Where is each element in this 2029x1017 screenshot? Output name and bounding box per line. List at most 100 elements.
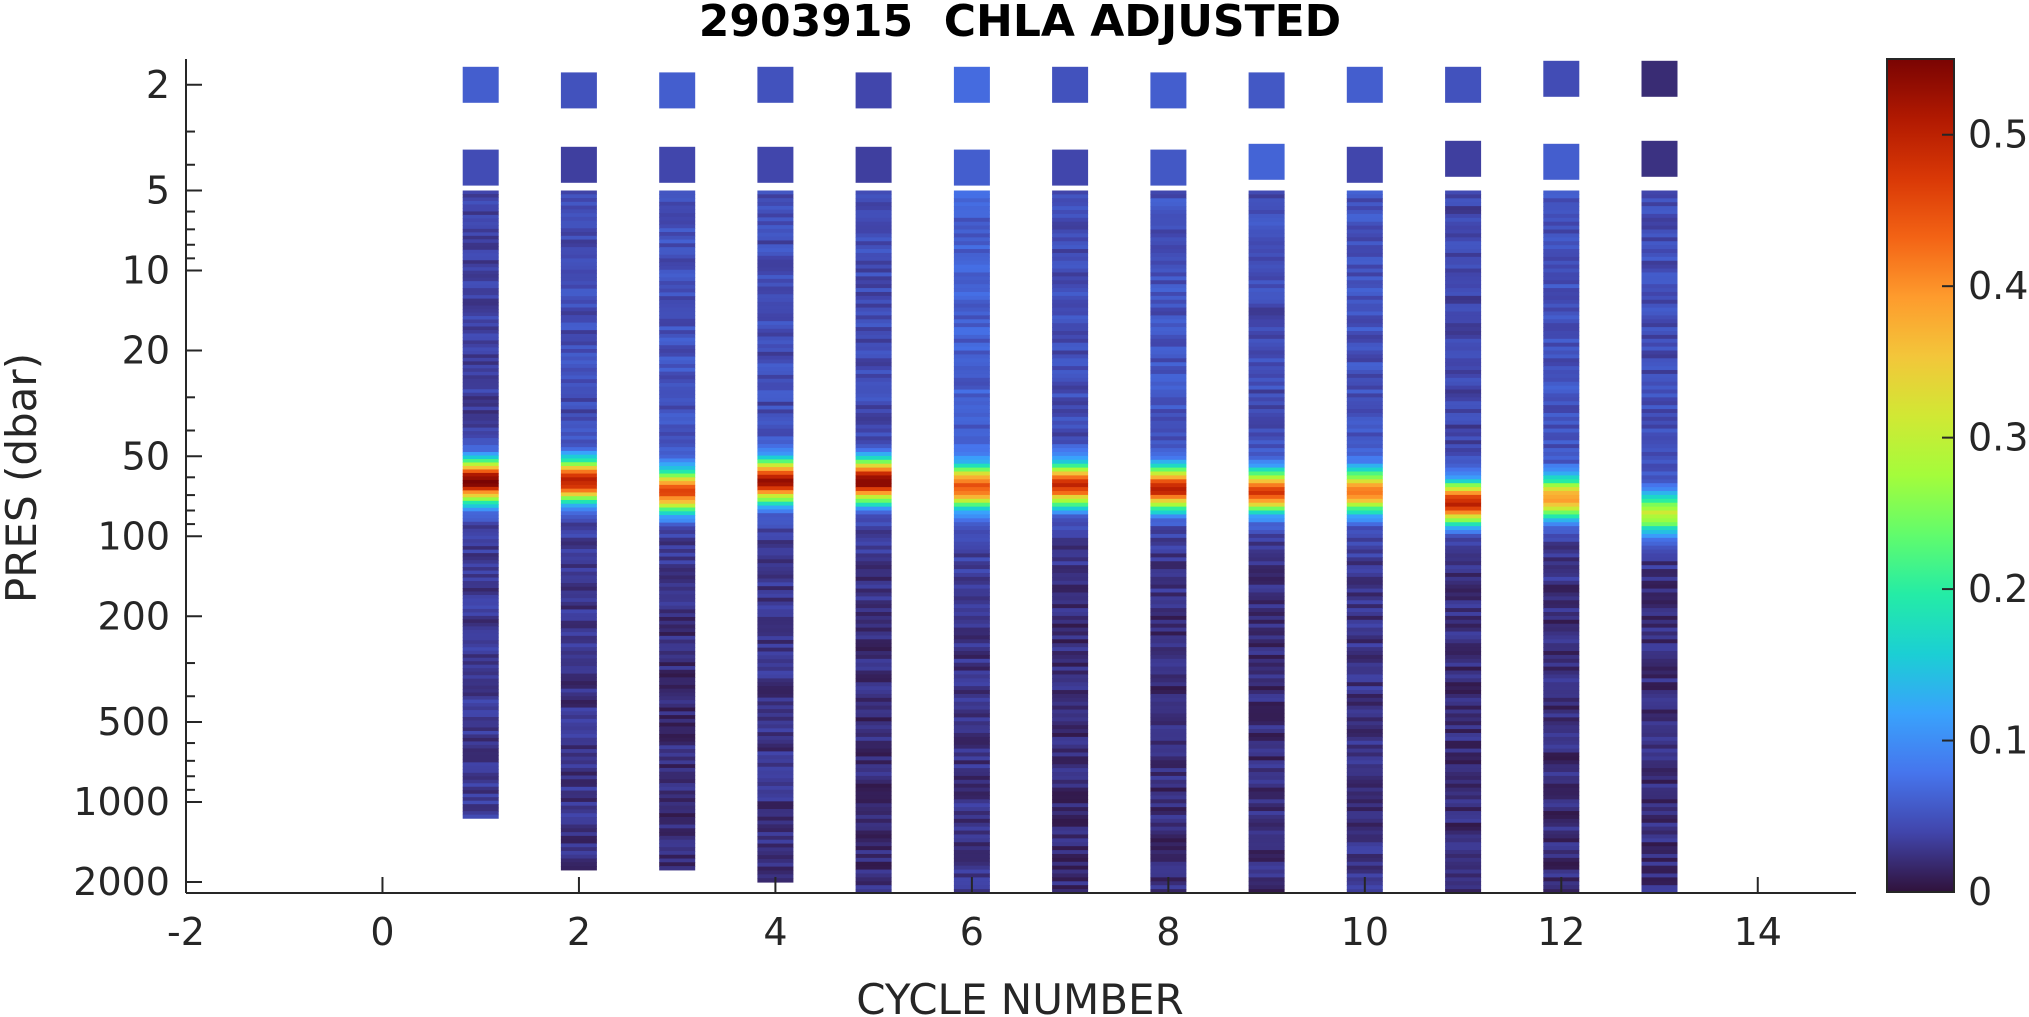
profile-cell <box>953 350 990 356</box>
profile-cell <box>1641 307 1678 313</box>
profile-cell <box>462 786 499 791</box>
profile-cell <box>560 296 597 301</box>
profile-cell <box>953 678 990 683</box>
profile-cell <box>1641 483 1678 488</box>
profile-cell <box>757 340 794 345</box>
profile-cell <box>462 661 499 666</box>
profile-cell <box>1641 229 1678 235</box>
profile-cell <box>462 476 499 481</box>
profile-cell <box>757 351 794 357</box>
profile-cell <box>1052 393 1089 398</box>
profile-cell <box>953 850 990 855</box>
profile-cell <box>1543 338 1580 344</box>
profile-cell <box>1641 409 1678 414</box>
profile-cell <box>1445 467 1482 473</box>
profile-cell <box>953 483 990 488</box>
profile-cell <box>1052 678 1089 683</box>
profile-cell <box>757 451 794 457</box>
profile-cell <box>1641 295 1678 301</box>
profile-cell <box>560 499 597 505</box>
profile-cell <box>1248 569 1285 574</box>
profile-cell <box>560 511 597 516</box>
profile-cell <box>1346 233 1383 238</box>
profile-cell <box>1543 295 1580 301</box>
profile-cell <box>1445 850 1482 855</box>
profile-cell <box>1445 264 1482 270</box>
profile-cell <box>560 337 597 343</box>
profile-cell <box>1052 572 1089 578</box>
profile-cell <box>1052 288 1089 293</box>
profile-cell <box>855 830 892 836</box>
profile-cell <box>1543 557 1580 562</box>
profile-cell <box>1150 373 1187 379</box>
profile-cell <box>659 832 696 837</box>
profile-cell <box>1248 424 1285 430</box>
profile-cell <box>1150 686 1187 691</box>
profile-cell <box>1445 213 1482 219</box>
profile-cell <box>1641 631 1678 637</box>
profile-cell <box>1346 217 1383 223</box>
profile-cell <box>1445 572 1482 578</box>
profile-cell <box>757 386 794 391</box>
profile-cell <box>1248 850 1285 855</box>
profile-cell <box>1248 459 1285 465</box>
profile-cell <box>1248 729 1285 734</box>
profile-cell <box>1150 502 1187 508</box>
profile-cell <box>757 686 794 691</box>
profile-cell <box>953 526 990 531</box>
profile-cell <box>659 730 696 735</box>
profile-cell <box>1052 323 1089 328</box>
profile-cell <box>659 858 696 863</box>
profile-cell <box>757 851 794 856</box>
profile-cell <box>462 452 499 457</box>
profile-cell <box>1248 869 1285 875</box>
profile-cell <box>1445 479 1482 484</box>
profile-cell <box>1150 436 1187 441</box>
profile-cell <box>659 571 696 577</box>
profile-cell <box>1445 420 1482 426</box>
profile-cell <box>953 311 990 316</box>
profile-cell <box>1150 198 1187 203</box>
profile-cell <box>1150 405 1187 410</box>
profile-cell <box>1346 631 1383 637</box>
profile-cell <box>855 514 892 519</box>
surface-sample-cell <box>1641 140 1678 177</box>
profile-cell <box>855 198 892 203</box>
profile-cell <box>1248 818 1285 824</box>
profile-cell <box>1346 424 1383 430</box>
profile-cell <box>1150 518 1187 523</box>
profile-cell <box>659 673 696 678</box>
profile-cell <box>560 492 597 497</box>
profile-cell <box>757 789 794 795</box>
profile-cell <box>1543 213 1580 219</box>
profile-cell <box>757 701 794 706</box>
profile-cell <box>462 598 499 603</box>
profile-cell <box>1543 358 1580 363</box>
profile-cell <box>1052 346 1089 352</box>
profile-cell <box>757 574 794 580</box>
profile-cell <box>855 717 892 722</box>
profile-cell <box>1150 459 1187 465</box>
profile-cell <box>1543 865 1580 871</box>
profile-cell <box>659 583 696 588</box>
profile-cell <box>855 307 892 313</box>
profile-cell <box>1445 412 1482 418</box>
profile-cell <box>1346 861 1383 867</box>
profile-cell <box>1052 861 1089 867</box>
profile-cell <box>1445 502 1482 508</box>
profile-cell <box>757 474 794 480</box>
profile-cell <box>1052 791 1089 797</box>
profile-cell <box>1543 869 1580 875</box>
profile-cell <box>953 295 990 301</box>
profile-cell <box>1445 428 1482 434</box>
profile-cell <box>1445 834 1482 839</box>
profile-cell <box>1641 600 1678 605</box>
profile-cell <box>1346 873 1383 878</box>
profile-cell <box>1445 569 1482 574</box>
profile-cell <box>1641 381 1678 387</box>
profile-cell <box>757 659 794 664</box>
profile-cell <box>1543 861 1580 867</box>
profile-cell <box>1052 787 1089 793</box>
profile-cell <box>855 530 892 535</box>
profile-cell <box>855 682 892 687</box>
